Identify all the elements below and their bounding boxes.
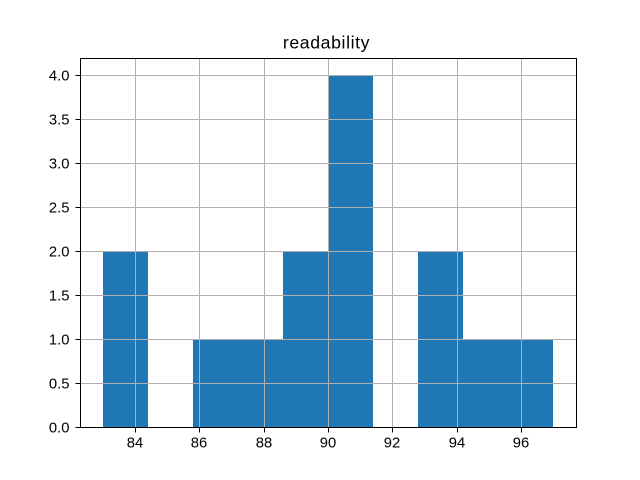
svg-text:2.0: 2.0 bbox=[49, 245, 70, 261]
svg-text:0.0: 0.0 bbox=[49, 421, 70, 437]
svg-text:3.5: 3.5 bbox=[49, 113, 70, 129]
svg-text:96: 96 bbox=[513, 436, 529, 452]
svg-text:86: 86 bbox=[191, 436, 207, 452]
svg-text:1.5: 1.5 bbox=[49, 289, 70, 305]
svg-text:2.5: 2.5 bbox=[49, 201, 70, 217]
svg-text:0.5: 0.5 bbox=[49, 377, 70, 393]
svg-text:92: 92 bbox=[384, 436, 400, 452]
svg-text:readability: readability bbox=[283, 33, 370, 53]
svg-text:94: 94 bbox=[449, 436, 465, 452]
svg-text:1.0: 1.0 bbox=[49, 333, 70, 349]
svg-text:3.0: 3.0 bbox=[49, 157, 70, 173]
svg-text:90: 90 bbox=[320, 436, 336, 452]
svg-text:88: 88 bbox=[256, 436, 272, 452]
svg-text:84: 84 bbox=[127, 436, 143, 452]
svg-text:4.0: 4.0 bbox=[49, 69, 70, 85]
